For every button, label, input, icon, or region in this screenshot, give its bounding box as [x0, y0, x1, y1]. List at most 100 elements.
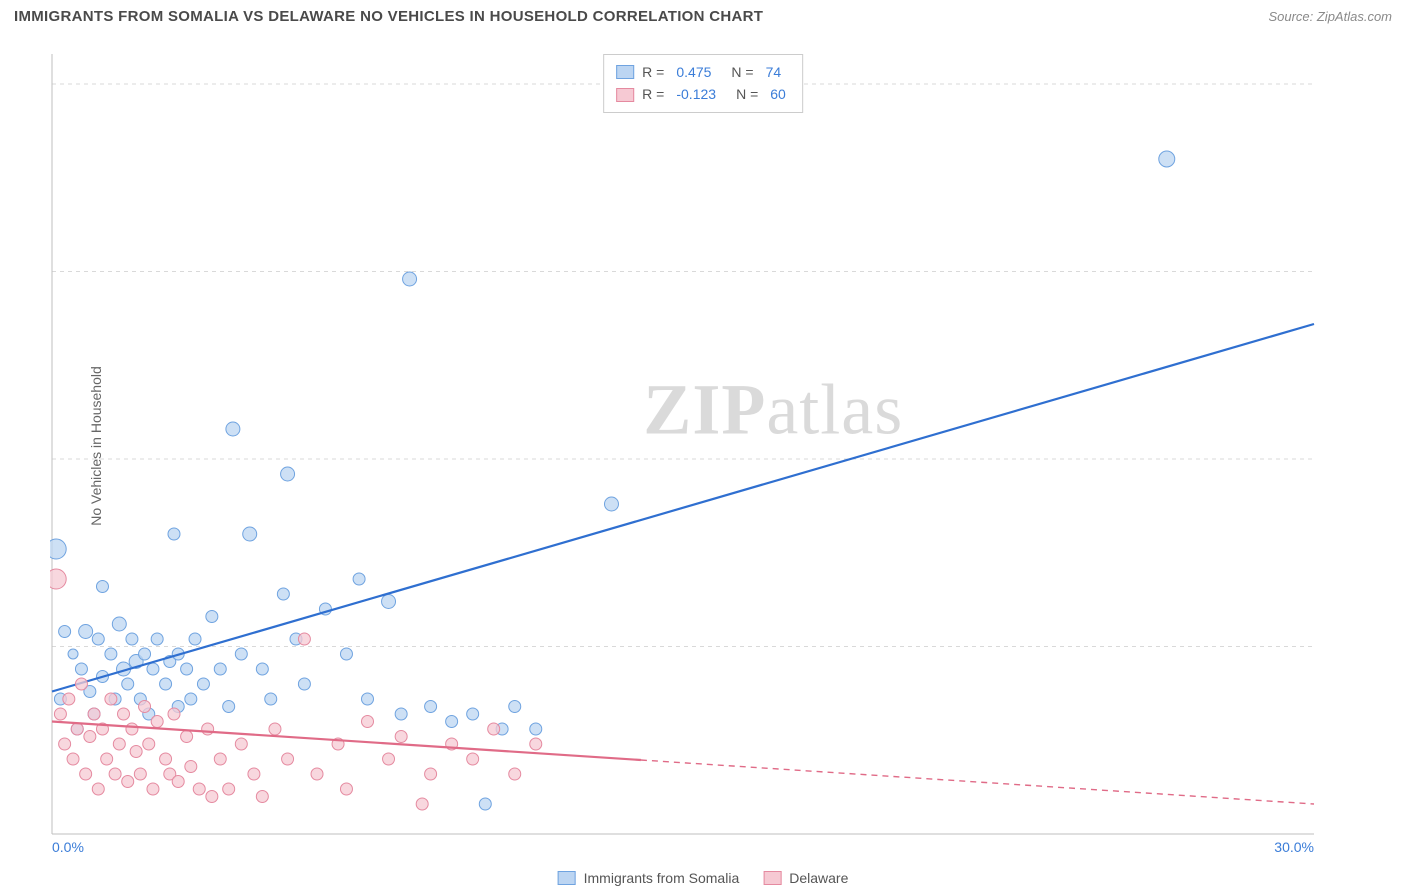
point-somalia — [189, 633, 201, 645]
point-somalia — [479, 798, 491, 810]
point-somalia — [112, 617, 126, 631]
point-somalia — [446, 716, 458, 728]
point-delaware — [54, 708, 66, 720]
point-delaware — [425, 768, 437, 780]
point-delaware — [147, 783, 159, 795]
point-delaware — [206, 791, 218, 803]
regression-somalia — [52, 324, 1314, 692]
point-delaware — [298, 633, 310, 645]
point-delaware — [105, 693, 117, 705]
point-somalia — [403, 272, 417, 286]
n-label: N = — [731, 61, 753, 83]
point-somalia — [509, 701, 521, 713]
point-somalia — [151, 633, 163, 645]
point-somalia — [226, 422, 240, 436]
point-somalia — [122, 678, 134, 690]
point-delaware — [151, 716, 163, 728]
point-somalia — [281, 467, 295, 481]
chart-area: 12.5%25.0%37.5%50.0%0.0%30.0% — [50, 48, 1316, 852]
point-somalia — [340, 648, 352, 660]
point-delaware — [109, 768, 121, 780]
legend-swatch — [616, 88, 634, 102]
point-somalia — [126, 633, 138, 645]
point-somalia — [96, 581, 108, 593]
point-delaware — [80, 768, 92, 780]
point-delaware — [488, 723, 500, 735]
point-somalia — [185, 693, 197, 705]
point-somalia — [139, 648, 151, 660]
point-somalia — [223, 701, 235, 713]
point-somalia — [530, 723, 542, 735]
point-delaware — [509, 768, 521, 780]
legend-series-label: Delaware — [789, 870, 848, 886]
point-somalia — [265, 693, 277, 705]
point-delaware — [134, 768, 146, 780]
legend-series-item: Immigrants from Somalia — [558, 870, 740, 886]
point-somalia — [467, 708, 479, 720]
point-delaware — [67, 753, 79, 765]
point-somalia — [92, 633, 104, 645]
r-value: 0.475 — [676, 61, 711, 83]
point-somalia — [79, 625, 93, 639]
point-delaware — [340, 783, 352, 795]
point-delaware — [362, 716, 374, 728]
point-somalia — [243, 527, 257, 541]
point-delaware — [248, 768, 260, 780]
point-somalia — [105, 648, 117, 660]
point-delaware — [214, 753, 226, 765]
point-somalia — [382, 595, 396, 609]
point-somalia — [235, 648, 247, 660]
n-value: 74 — [766, 61, 782, 83]
point-delaware — [88, 708, 100, 720]
point-delaware — [181, 731, 193, 743]
legend-correlation-row: R = -0.123 N = 60 — [616, 83, 790, 105]
point-delaware — [71, 723, 83, 735]
point-somalia — [362, 693, 374, 705]
point-somalia — [298, 678, 310, 690]
point-somalia — [256, 663, 268, 675]
scatter-chart: 12.5%25.0%37.5%50.0%0.0%30.0% — [50, 48, 1316, 852]
point-delaware — [416, 798, 428, 810]
point-delaware — [383, 753, 395, 765]
point-somalia — [75, 663, 87, 675]
header: IMMIGRANTS FROM SOMALIA VS DELAWARE NO V… — [0, 0, 1406, 29]
point-delaware — [172, 776, 184, 788]
point-somalia — [425, 701, 437, 713]
point-delaware — [122, 776, 134, 788]
point-delaware — [63, 693, 75, 705]
point-delaware — [185, 761, 197, 773]
point-delaware — [59, 738, 71, 750]
source-label: Source: ZipAtlas.com — [1268, 9, 1392, 24]
legend-series-item: Delaware — [763, 870, 848, 886]
point-delaware — [92, 783, 104, 795]
point-delaware — [269, 723, 281, 735]
point-delaware — [84, 731, 96, 743]
point-somalia — [160, 678, 172, 690]
point-delaware — [160, 753, 172, 765]
point-delaware — [256, 791, 268, 803]
point-delaware — [193, 783, 205, 795]
point-delaware — [235, 738, 247, 750]
legend-correlation-row: R = 0.475 N = 74 — [616, 61, 790, 83]
x-tick-label: 30.0% — [1274, 839, 1314, 852]
point-somalia — [50, 539, 66, 559]
point-delaware — [113, 738, 125, 750]
point-somalia — [604, 497, 618, 511]
point-somalia — [197, 678, 209, 690]
point-somalia — [1159, 151, 1175, 167]
point-somalia — [59, 626, 71, 638]
point-delaware — [530, 738, 542, 750]
point-delaware — [139, 701, 151, 713]
point-somalia — [68, 649, 78, 659]
point-somalia — [181, 663, 193, 675]
x-tick-label: 0.0% — [52, 839, 84, 852]
legend-swatch — [763, 871, 781, 885]
chart-title: IMMIGRANTS FROM SOMALIA VS DELAWARE NO V… — [14, 8, 763, 25]
r-label: R = — [642, 83, 664, 105]
point-delaware — [50, 569, 66, 589]
point-somalia — [206, 611, 218, 623]
legend-correlation: R = 0.475 N = 74 R = -0.123 N = 60 — [603, 54, 803, 113]
point-delaware — [395, 731, 407, 743]
n-label: N = — [736, 83, 758, 105]
legend-series: Immigrants from Somalia Delaware — [558, 870, 849, 886]
